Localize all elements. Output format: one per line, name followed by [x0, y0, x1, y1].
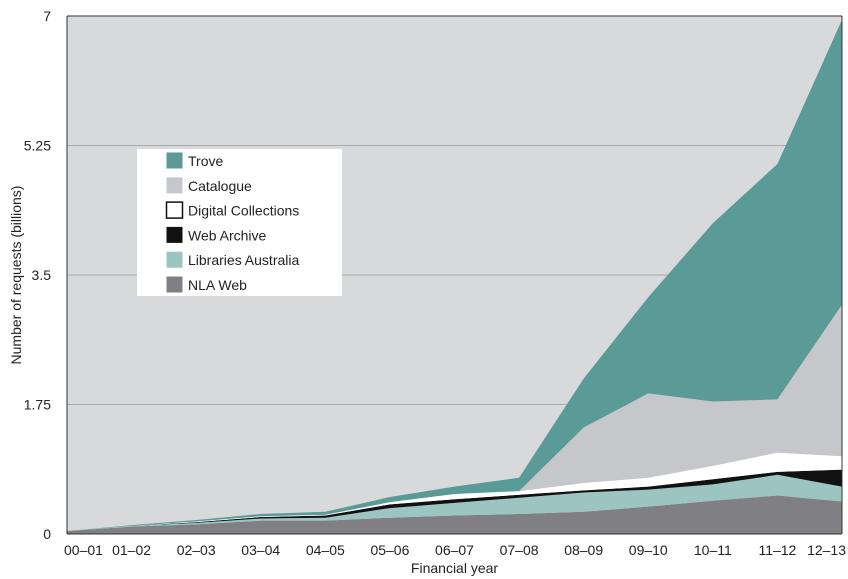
x-tick-label: 11–12	[758, 542, 796, 558]
x-tick-label: 05–06	[370, 542, 409, 558]
x-tick-labels: 00–01 01–02 02–03 03–04 04–05 05–06 06–07 07–08…	[64, 542, 846, 558]
x-tick-label: 07–08	[500, 542, 539, 558]
axes	[66, 15, 843, 535]
legend-label-libraries-australia: Libraries Australia	[188, 252, 299, 268]
x-tick-label: 03–04	[241, 542, 280, 558]
legend-label-web-archive: Web Archive	[188, 227, 267, 243]
legend-label-nla-web: NLA Web	[188, 277, 247, 293]
x-tick-label: 10–11	[694, 542, 732, 558]
legend-box	[137, 149, 342, 296]
series-area-libraries-australia	[67, 474, 842, 532]
x-tick-label: 02–03	[177, 542, 216, 558]
legend-swatch-catalogue	[166, 177, 183, 194]
y-tick-labels: 0 1.75 3.5 5.25 7	[24, 8, 51, 542]
legend-swatch-trove	[166, 152, 183, 169]
y-axis-label: Number of requests (billions)	[8, 186, 24, 365]
legend-swatch-web-archive	[166, 226, 183, 243]
x-axis-label: Financial year	[411, 560, 498, 576]
series-area-trove	[67, 19, 842, 532]
legend-label-digital-collections: Digital Collections	[188, 203, 299, 219]
x-tick-label: 00–01	[64, 542, 103, 558]
legend-swatch-libraries-australia	[166, 251, 183, 268]
x-tick-label: 06–07	[435, 542, 474, 558]
y-tick-label: 0	[43, 526, 51, 542]
x-tick-label: 04–05	[306, 542, 345, 558]
legend-swatch-nla-web	[166, 276, 183, 293]
series-area-digital-collections	[67, 452, 842, 532]
series-area-web-archive	[67, 469, 842, 532]
legend-label-catalogue: Catalogue	[188, 178, 252, 194]
y-tick-label: 1.75	[24, 397, 51, 413]
x-tick-label: 08–09	[564, 542, 603, 558]
legend: Trove Catalogue Digital Collections Web Arc…	[137, 149, 342, 296]
area-series	[67, 19, 842, 534]
y-tick-label: 5.25	[24, 138, 51, 154]
x-tick-label: 09–10	[629, 542, 668, 558]
legend-label-trove: Trove	[188, 153, 223, 169]
y-tick-label: 3.5	[32, 267, 52, 283]
x-tick-label: 12–13	[807, 542, 846, 558]
y-tick-label: 7	[43, 8, 51, 24]
x-tick-label: 01–02	[112, 542, 151, 558]
series-area-catalogue	[67, 304, 842, 532]
legend-swatch-digital-collections	[165, 201, 184, 219]
series-area-nla-web	[67, 495, 842, 534]
